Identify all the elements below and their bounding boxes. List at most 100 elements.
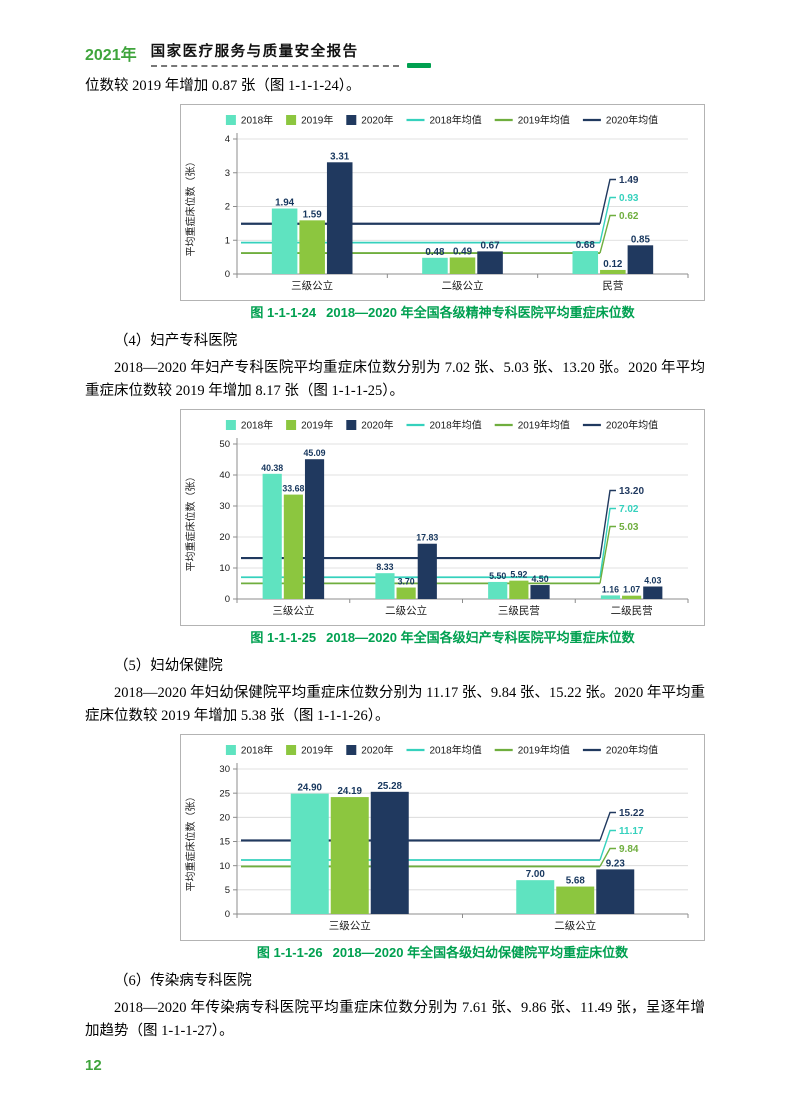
chart-caption-1-1-1-25: 图 1-1-1-25 2018—2020 年全国各级妇产专科医院平均重症床位数 xyxy=(180,629,705,647)
svg-text:二级民营: 二级民营 xyxy=(611,604,653,617)
header-green-accent xyxy=(406,63,431,68)
svg-text:2019年: 2019年 xyxy=(301,419,333,432)
svg-text:3: 3 xyxy=(225,168,230,179)
svg-text:24.90: 24.90 xyxy=(297,783,322,794)
report-year: 2021年 xyxy=(85,47,137,64)
report-title: 国家医疗服务与质量安全报告 xyxy=(150,44,359,60)
bar-chart-svg: 0 1 2 3 4 平均重症床位数（张） 1.94 0.48 0.68 1.59 0.49 0.12 3… xyxy=(184,114,689,292)
svg-text:4.03: 4.03 xyxy=(644,576,661,586)
section-heading-6: （6）传染病专科医院 xyxy=(114,973,252,989)
svg-text:1.59: 1.59 xyxy=(303,209,323,220)
svg-text:25.28: 25.28 xyxy=(377,781,402,792)
bar-chart-svg: 0 10 20 30 40 50 平均重症床位数（张） 40.38 8.33 5.50 1.16 33… xyxy=(184,419,689,617)
svg-text:2019年均值: 2019年均值 xyxy=(518,419,570,432)
svg-text:30: 30 xyxy=(219,764,230,775)
svg-text:三级公立: 三级公立 xyxy=(291,279,333,292)
svg-text:2020年均值: 2020年均值 xyxy=(606,114,658,127)
svg-text:2018年: 2018年 xyxy=(241,114,273,127)
svg-text:5.50: 5.50 xyxy=(489,571,506,581)
svg-text:7.02: 7.02 xyxy=(619,504,639,515)
svg-text:7.00: 7.00 xyxy=(526,869,546,880)
svg-text:2018年: 2018年 xyxy=(241,744,273,757)
svg-text:2018年均值: 2018年均值 xyxy=(430,419,482,432)
chart-1-1-1-26: 0 5 10 15 20 25 30 平均重症床位数（张） 24.90 7.00 24.19 5.68… xyxy=(180,734,705,941)
svg-text:20: 20 xyxy=(219,532,230,543)
svg-text:2018年均值: 2018年均值 xyxy=(430,744,482,757)
report-title-block: 国家医疗服务与质量安全报告 xyxy=(150,40,431,68)
svg-text:33.68: 33.68 xyxy=(282,484,304,494)
svg-text:1.07: 1.07 xyxy=(623,585,640,595)
svg-text:1.49: 1.49 xyxy=(619,175,639,186)
chart-caption-label: 图 1-1-1-26 xyxy=(256,945,323,960)
svg-text:5: 5 xyxy=(225,885,230,896)
svg-text:2020年: 2020年 xyxy=(361,419,393,432)
svg-text:3.70: 3.70 xyxy=(398,577,415,587)
page-header: 2021年 国家医疗服务与质量安全报告 xyxy=(85,40,705,68)
svg-text:二级公立: 二级公立 xyxy=(554,919,596,932)
svg-text:二级公立: 二级公立 xyxy=(385,604,427,617)
svg-text:20: 20 xyxy=(219,813,230,824)
svg-text:11.17: 11.17 xyxy=(619,826,644,837)
paragraph-section-4: 2018—2020 年妇产专科医院平均重症床位数分别为 7.02 张、5.03 … xyxy=(85,360,705,399)
svg-text:45.09: 45.09 xyxy=(304,448,326,458)
svg-text:40.38: 40.38 xyxy=(261,463,283,473)
svg-text:2020年: 2020年 xyxy=(361,114,393,127)
chart-caption-label: 图 1-1-1-24 xyxy=(250,305,317,320)
svg-text:2019年: 2019年 xyxy=(301,114,333,127)
svg-text:5.92: 5.92 xyxy=(510,570,527,580)
svg-text:4.50: 4.50 xyxy=(531,574,548,584)
paragraph-section-6: 2018—2020 年传染病专科医院平均重症床位数分别为 7.61 张、9.86… xyxy=(85,1000,705,1039)
svg-text:三级公立: 三级公立 xyxy=(329,919,371,932)
chart-caption-label: 图 1-1-1-25 xyxy=(250,630,317,645)
svg-text:1.16: 1.16 xyxy=(602,584,619,594)
figure-1-1-1-26: 0 5 10 15 20 25 30 平均重症床位数（张） 24.90 7.00 24.19 5.68… xyxy=(180,734,705,962)
svg-text:0: 0 xyxy=(225,594,230,605)
svg-text:5.03: 5.03 xyxy=(619,522,639,533)
paragraph-section-5: 2018—2020 年妇幼保健院平均重症床位数分别为 11.17 张、9.84 … xyxy=(85,685,705,724)
section-heading-5: （5）妇幼保健院 xyxy=(114,658,223,674)
svg-text:平均重症床位数（张）: 平均重症床位数（张） xyxy=(184,157,197,257)
svg-text:10: 10 xyxy=(219,563,230,574)
svg-text:17.83: 17.83 xyxy=(416,533,438,543)
svg-text:40: 40 xyxy=(219,470,230,481)
chart-caption-1-1-1-24: 图 1-1-1-24 2018—2020 年全国各级精神专科医院平均重症床位数 xyxy=(180,304,705,322)
svg-text:30: 30 xyxy=(219,501,230,512)
section-heading-4: （4）妇产专科医院 xyxy=(114,333,238,349)
svg-text:2: 2 xyxy=(225,202,230,213)
svg-text:24.19: 24.19 xyxy=(337,786,362,797)
chart-caption-text: 2018—2020 年全国各级妇产专科医院平均重症床位数 xyxy=(326,630,635,645)
bar-chart-svg: 0 5 10 15 20 25 30 平均重症床位数（张） 24.90 7.00 24.19 5.68… xyxy=(184,744,689,932)
chart-caption-text: 2018—2020 年全国各级精神专科医院平均重症床位数 xyxy=(326,305,635,320)
svg-text:0.68: 0.68 xyxy=(576,240,596,251)
svg-text:平均重症床位数（张）: 平均重症床位数（张） xyxy=(184,792,197,892)
figure-1-1-1-24: 0 1 2 3 4 平均重症床位数（张） 1.94 0.48 0.68 1.59 0.49 0.12 3… xyxy=(180,104,705,322)
svg-text:10: 10 xyxy=(219,861,230,872)
svg-text:0.85: 0.85 xyxy=(631,234,651,245)
svg-text:50: 50 xyxy=(219,439,230,450)
svg-text:民营: 民营 xyxy=(602,279,623,292)
svg-text:0.48: 0.48 xyxy=(425,247,445,258)
header-dashed-rule xyxy=(150,63,431,68)
svg-text:2020年: 2020年 xyxy=(361,744,393,757)
svg-text:1: 1 xyxy=(225,235,230,246)
svg-text:2019年均值: 2019年均值 xyxy=(518,114,570,127)
paragraph-intro: 位数较 2019 年增加 0.87 张（图 1-1-1-24）。 xyxy=(85,78,361,94)
svg-text:25: 25 xyxy=(219,788,230,799)
svg-text:5.68: 5.68 xyxy=(566,876,586,887)
svg-text:13.20: 13.20 xyxy=(619,486,644,497)
svg-text:4: 4 xyxy=(225,134,230,145)
svg-text:2019年: 2019年 xyxy=(301,744,333,757)
svg-text:三级民营: 三级民营 xyxy=(498,604,540,617)
svg-text:0: 0 xyxy=(225,909,230,920)
svg-text:8.33: 8.33 xyxy=(376,562,393,572)
svg-text:3.31: 3.31 xyxy=(330,151,350,162)
svg-text:0: 0 xyxy=(225,269,230,280)
svg-text:0.93: 0.93 xyxy=(619,193,639,204)
figure-1-1-1-25: 0 10 20 30 40 50 平均重症床位数（张） 40.38 8.33 5.50 1.16 33… xyxy=(180,409,705,647)
svg-text:平均重症床位数（张）: 平均重症床位数（张） xyxy=(184,472,197,572)
svg-text:0.62: 0.62 xyxy=(619,211,639,222)
svg-text:0.12: 0.12 xyxy=(603,259,623,270)
svg-text:2018年: 2018年 xyxy=(241,419,273,432)
chart-1-1-1-25: 0 10 20 30 40 50 平均重症床位数（张） 40.38 8.33 5.50 1.16 33… xyxy=(180,409,705,626)
